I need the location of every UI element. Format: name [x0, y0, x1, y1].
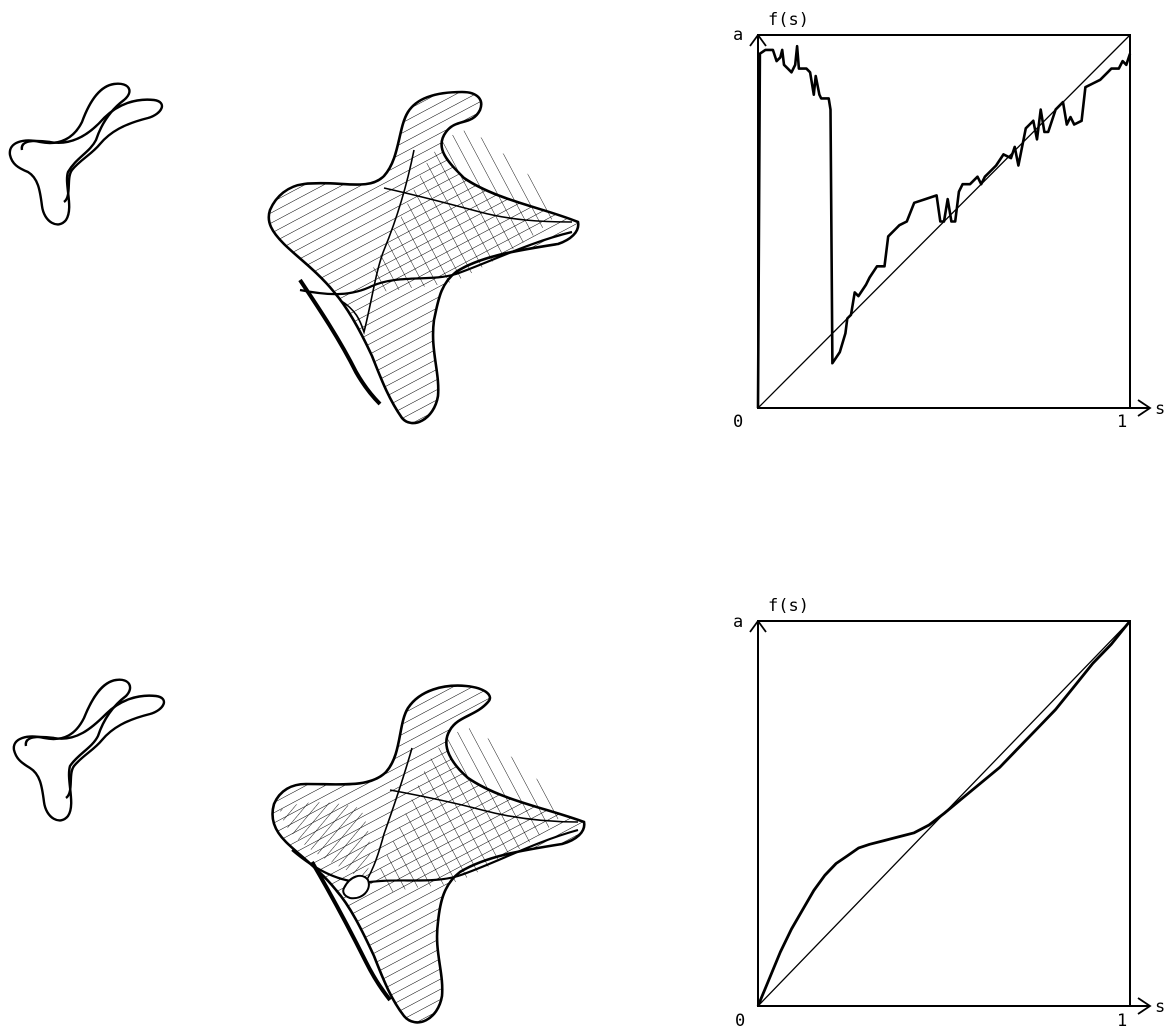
chart-bottom-frame: [757, 620, 1131, 1007]
bottom-small-shape-outer: [12, 678, 132, 822]
bottom-surface-curve-3: [389, 789, 579, 823]
bottom-small-shape-pair: [12, 678, 166, 822]
chart-top-y-axis-arrow-right: [757, 34, 767, 47]
chart-bottom-y-axis-label: f(s): [768, 596, 809, 616]
top-small-shape-inner: [20, 98, 164, 203]
bottom-surface-figure: [271, 684, 586, 1024]
bottom-surface-curve-1: [291, 828, 579, 884]
top-surface-left-edge: [298, 278, 382, 406]
chart-top-x-axis-label: s: [1155, 399, 1165, 419]
chart-top-y-axis-arrow-left: [749, 34, 759, 47]
chart-top-x-tick-label-1: 1: [1117, 412, 1127, 432]
chart-top: f(s) a 0 1 s: [733, 10, 1165, 432]
chart-top-x-tick-label-0: 0: [733, 412, 743, 432]
chart-top-series-diagonal: [757, 34, 1131, 409]
chart-top-y-axis-label: f(s): [768, 10, 809, 30]
top-surface-curve-3: [383, 187, 573, 223]
chart-bottom-y-axis-arrow-right: [757, 620, 767, 633]
bottom-surface-hole: [342, 874, 370, 900]
top-small-shape-pair: [8, 82, 164, 226]
bottom-surface-fan-hatch: [280, 802, 370, 880]
chart-bottom: f(s) a 0 1 s: [733, 596, 1165, 1031]
chart-bottom-y-axis-arrow-left: [749, 620, 759, 633]
chart-top-x-axis-arrow: [1137, 399, 1152, 417]
bottom-surface-cross-hatch: [379, 728, 566, 892]
top-surface-figure: [267, 90, 580, 425]
top-small-shape-outer: [8, 82, 131, 226]
chart-bottom-series-mapping: [756, 620, 1132, 1007]
chart-bottom-x-tick-label-0: 0: [735, 1011, 745, 1031]
bottom-small-shape-inner: [24, 694, 166, 799]
top-surface-curve-1: [299, 230, 573, 296]
top-surface-cross-hatch: [372, 130, 560, 292]
chart-top-y-tick-label: a: [733, 25, 743, 45]
bottom-surface-curve-2: [355, 747, 413, 897]
chart-top-series-mapping: [756, 44, 1132, 409]
bottom-surface-left-edge: [310, 860, 392, 1002]
chart-bottom-x-tick-label-1: 1: [1117, 1011, 1127, 1031]
chart-bottom-x-axis-arrow: [1137, 997, 1152, 1015]
chart-bottom-series-diagonal: [757, 620, 1131, 1007]
chart-bottom-x-axis-label: s: [1155, 997, 1165, 1017]
chart-bottom-y-tick-label: a: [733, 612, 743, 632]
